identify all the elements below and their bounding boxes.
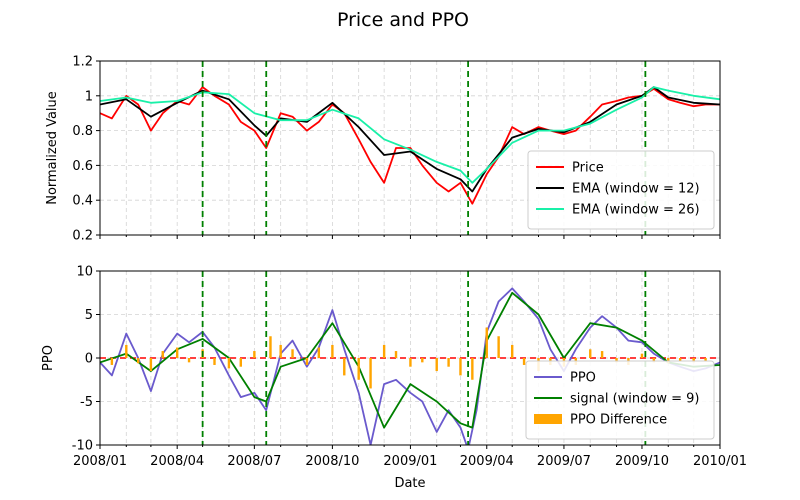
ppo-difference-bar <box>213 358 216 365</box>
ppo-difference-bar <box>394 351 398 358</box>
panel-data-area <box>100 86 720 205</box>
legend-box <box>525 360 715 440</box>
ppo-difference-bar <box>357 358 360 380</box>
series-line-ema-window-26 <box>100 86 720 184</box>
ppo-difference-bar <box>253 351 256 358</box>
ppo-difference-bar <box>447 358 450 367</box>
x-tick-label: 2008/04 <box>150 454 204 469</box>
legend-label: EMA (window = 26) <box>572 203 700 218</box>
y-tick-label: 10 <box>76 265 93 280</box>
legend-label: PPO <box>570 371 596 386</box>
y-tick-label: 0.8 <box>72 124 93 139</box>
ppo-difference-bar <box>279 344 282 358</box>
legend-box <box>527 150 715 230</box>
ppo-difference-bar <box>409 358 412 367</box>
ppo-difference-bar <box>136 358 140 364</box>
ppo-difference-bar <box>291 349 294 358</box>
ppo-difference-bar <box>678 358 682 362</box>
y-tick-label: -10 <box>72 439 93 454</box>
series-line-ema-window-12 <box>100 86 720 193</box>
ppo-difference-bar <box>435 358 438 372</box>
ppo-difference-bar <box>269 336 272 358</box>
ppo-difference-bar <box>459 358 462 376</box>
ppo-difference-bar <box>692 358 695 363</box>
x-tick-label: 2009/01 <box>383 454 437 469</box>
ppo-difference-bar <box>110 358 114 365</box>
ppo-difference-bar <box>421 358 424 363</box>
ppo-difference-bar <box>343 358 346 376</box>
ppo-difference-bar <box>485 327 488 358</box>
ppo-difference-bar <box>149 358 153 372</box>
series-line-signal-window-9 <box>100 291 720 429</box>
ppo-difference-bar <box>382 344 386 358</box>
ppo-difference-bar <box>369 358 372 389</box>
series-line-price <box>100 86 720 205</box>
ppo-difference-bar <box>471 358 474 380</box>
y-axis-label: PPO <box>41 345 56 371</box>
x-tick-label: 2009/10 <box>615 454 669 469</box>
plot-layer: 0.2 0.4 0.6 0.8 1 1.2 Normalized Value Price EMA… <box>41 55 747 470</box>
y-tick-label: 5 <box>85 308 93 323</box>
y-tick-label: 1.2 <box>72 55 93 70</box>
panel-2: -10 -5 0 5 10 2008/01 2008/04 2008/07 2008/10 200… <box>41 265 747 470</box>
x-tick-label: 2010/01 <box>693 454 747 469</box>
series-line-ppo <box>100 287 720 445</box>
ppo-difference-bar <box>175 347 179 358</box>
legend-swatch <box>534 414 562 424</box>
ppo-difference-bar <box>615 358 618 363</box>
legend-label: signal (window = 9) <box>570 392 699 407</box>
x-tick-label: 2008/01 <box>73 454 127 469</box>
ppo-difference-bar <box>600 351 604 358</box>
ppo-difference-bar <box>331 344 334 358</box>
x-tick-label: 2008/07 <box>227 454 281 469</box>
chart-title: Price and PPO <box>337 9 469 31</box>
ppo-difference-bar <box>187 358 191 363</box>
ppo-difference-bar <box>589 349 592 358</box>
y-tick-label: -5 <box>80 395 93 410</box>
ppo-difference-bar <box>161 351 164 358</box>
ppo-difference-bar <box>317 347 321 358</box>
y-axis-label: Normalized Value <box>45 91 60 205</box>
y-tick-label: 0.6 <box>72 159 93 174</box>
x-tick-label: 2008/10 <box>305 454 359 469</box>
legend-label: PPO Difference <box>570 413 667 428</box>
ppo-difference-bar <box>227 358 231 369</box>
panel-1: 0.2 0.4 0.6 0.8 1 1.2 Normalized Value Price EMA… <box>45 55 721 244</box>
ppo-difference-bar <box>704 358 707 361</box>
x-tick-label: 2009/04 <box>460 454 514 469</box>
ppo-difference-bar <box>511 344 514 358</box>
y-tick-label: 1 <box>85 89 93 104</box>
panel-data-area <box>100 287 720 445</box>
ppo-difference-bar <box>652 358 656 363</box>
legend: Price EMA (window = 12) EMA (window = 26) <box>527 150 715 230</box>
legend: PPO signal (window = 9) PPO Difference <box>525 360 715 440</box>
y-tick-label: 0 <box>85 352 93 367</box>
ppo-difference-bar <box>239 358 242 367</box>
x-tick-label: 2009/07 <box>537 454 591 469</box>
y-tick-label: 0.4 <box>72 194 93 209</box>
ppo-difference-bar <box>125 344 128 358</box>
y-tick-label: 0.2 <box>72 229 93 244</box>
ppo-difference-bar <box>305 358 309 365</box>
ppo-difference-bar <box>497 336 500 358</box>
legend-label: EMA (window = 12) <box>572 182 700 197</box>
legend-label: Price <box>572 161 604 176</box>
ppo-difference-bar <box>522 358 526 365</box>
ppo-difference-bar <box>640 353 644 358</box>
x-axis-label: Date <box>394 476 425 491</box>
